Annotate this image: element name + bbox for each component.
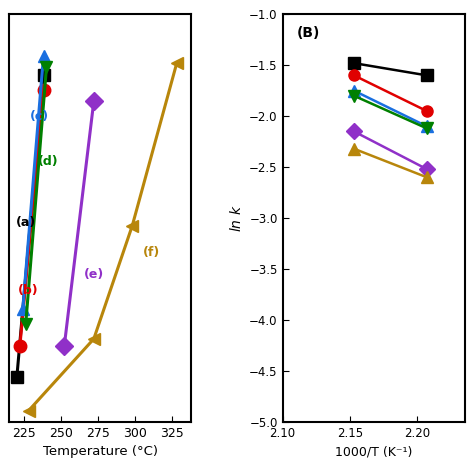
Y-axis label: Toluene Conversion: Toluene Conversion [0,157,4,279]
Text: (B): (B) [297,27,320,40]
Text: (f): (f) [143,246,160,259]
Text: (e): (e) [83,268,104,282]
Text: (a): (a) [15,216,36,228]
X-axis label: 1000/T (K⁻¹): 1000/T (K⁻¹) [335,445,412,458]
Y-axis label: ln $k$: ln $k$ [228,204,244,232]
Text: (d): (d) [37,155,58,168]
X-axis label: Temperature (°C): Temperature (°C) [43,445,158,458]
Text: (c): (c) [30,110,49,123]
Text: (b): (b) [18,283,39,297]
